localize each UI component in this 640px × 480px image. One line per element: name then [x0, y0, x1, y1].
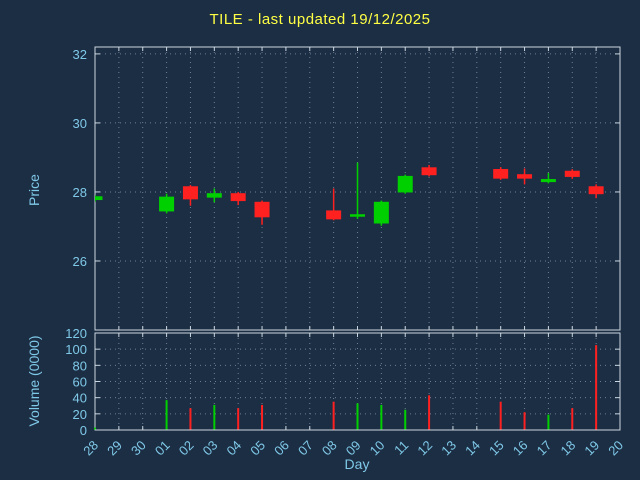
volume-tick-label: 0 — [80, 423, 87, 438]
volume-tick-label: 20 — [73, 407, 87, 422]
day-tick-label: 13 — [438, 438, 459, 459]
day-tick-label: 05 — [247, 438, 268, 459]
day-tick-label: 08 — [319, 438, 340, 459]
candle-body-day-15 — [493, 169, 509, 179]
volume-tick-label: 100 — [65, 342, 87, 357]
day-tick-label: 11 — [391, 438, 411, 458]
candle-body-day-08 — [326, 210, 342, 220]
candle-body-day-12 — [421, 167, 437, 176]
day-tick-label: 10 — [367, 438, 388, 459]
day-tick-label: 17 — [534, 438, 555, 459]
day-tick-label: 20 — [605, 438, 626, 459]
day-tick-label: 09 — [343, 438, 364, 459]
volume-tick-label: 120 — [65, 326, 87, 341]
price-tick-label: 26 — [73, 254, 87, 269]
day-tick-label: 14 — [462, 438, 483, 459]
tick-marks — [94, 47, 621, 431]
grid — [94, 47, 621, 431]
day-tick-label: 07 — [295, 438, 316, 459]
day-axis-label: Day — [344, 456, 370, 472]
panel-borders — [94, 46, 621, 431]
candle-body-day-10 — [373, 201, 389, 224]
candle-body-day-19 — [588, 186, 604, 195]
day-tick-label: 12 — [414, 438, 435, 459]
day-tick-label: 19 — [581, 438, 602, 459]
day-tick-label: 18 — [558, 438, 579, 459]
day-tick-label: 01 — [152, 438, 173, 459]
volume-tick-label: 60 — [73, 375, 87, 390]
candle-body-day-09 — [350, 214, 365, 217]
day-tick-label: 15 — [486, 438, 507, 459]
chart-title: TILE - last updated 19/12/2025 — [209, 11, 431, 28]
day-tick-label: 02 — [176, 438, 197, 459]
price-tick-label: 30 — [73, 116, 87, 131]
candle-body-day-05 — [254, 201, 270, 218]
day-tick-label: 30 — [128, 438, 149, 459]
candle-body-day-17 — [540, 179, 556, 183]
candle-body-day-03 — [206, 193, 222, 198]
candle-body-day-16 — [517, 174, 533, 179]
volume-tick-label: 40 — [73, 391, 87, 406]
candle-body-day-18 — [564, 170, 580, 177]
candle-body-day-11 — [397, 175, 413, 193]
day-tick-label: 28 — [80, 438, 101, 459]
day-tick-label: 16 — [510, 438, 531, 459]
day-tick-label: 03 — [200, 438, 221, 459]
candle-body-day-01 — [159, 196, 175, 212]
price-tick-label: 28 — [73, 185, 87, 200]
candle-body-day-02 — [182, 186, 198, 200]
candle-body-day-28 — [95, 196, 103, 201]
volume-tick-label: 80 — [73, 358, 87, 373]
day-tick-label: 06 — [271, 438, 292, 459]
volume-bars — [94, 345, 598, 430]
candle-body-day-04 — [230, 193, 246, 202]
day-tick-label: 29 — [104, 438, 125, 459]
candlesticks — [95, 162, 604, 226]
day-tick-label: 04 — [223, 438, 244, 459]
price-tick-label: 32 — [73, 47, 87, 62]
